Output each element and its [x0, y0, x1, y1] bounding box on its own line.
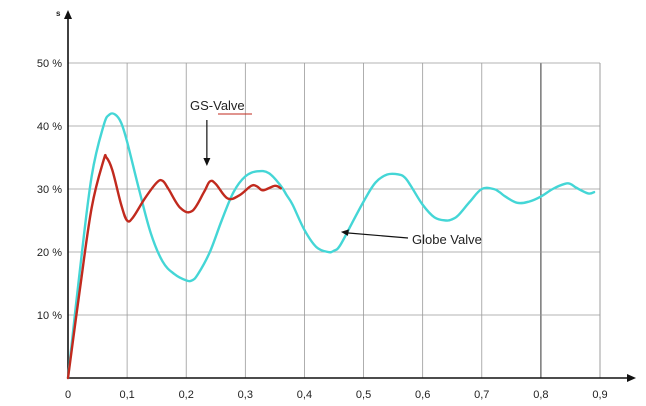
- y-axis-label: s: [56, 9, 61, 18]
- series-line-gs-valve: [66, 153, 282, 380]
- x-tick-label: 0,6: [415, 389, 430, 401]
- x-tick-label: 0,1: [119, 389, 134, 401]
- y-tick-label: 30 %: [37, 184, 62, 196]
- x-tick-label: 0,3: [238, 389, 253, 401]
- x-tick-label: 0: [65, 389, 71, 401]
- y-tick-label: 50 %: [37, 58, 62, 70]
- axes: s: [56, 9, 636, 382]
- annotation-gs-valve: GS-Valve: [190, 98, 245, 113]
- x-tick-label: 0,2: [179, 389, 194, 401]
- y-tick-labels: 10 % 20 % 30 % 40 % 50 %: [37, 58, 62, 322]
- annotation-arrow-shaft: [346, 232, 409, 239]
- x-tick-label: 0,8: [533, 389, 548, 401]
- x-tick-labels: 0 0,1 0,2 0,3 0,4 0,5 0,6 0,7 0,8 0,9: [65, 389, 608, 401]
- x-tick-label: 0,9: [592, 389, 607, 401]
- x-tick-label: 0,5: [356, 389, 371, 401]
- y-tick-label: 10 %: [37, 310, 62, 322]
- annotations: GS-Valve Globe Valve: [190, 98, 482, 247]
- y-axis-arrow-icon: [64, 10, 72, 19]
- x-tick-label: 0,7: [474, 389, 489, 401]
- x-axis-arrow-icon: [627, 374, 636, 382]
- annotation-arrow-head-icon: [340, 229, 349, 236]
- annotation-arrow-head-icon: [203, 158, 211, 166]
- x-tick-label: 0,4: [297, 389, 312, 401]
- y-tick-label: 20 %: [37, 247, 62, 259]
- series: [66, 112, 596, 380]
- series-line-globe-valve: [66, 112, 596, 380]
- y-tick-label: 40 %: [37, 121, 62, 133]
- annotation-globe-valve: Globe Valve: [412, 232, 482, 247]
